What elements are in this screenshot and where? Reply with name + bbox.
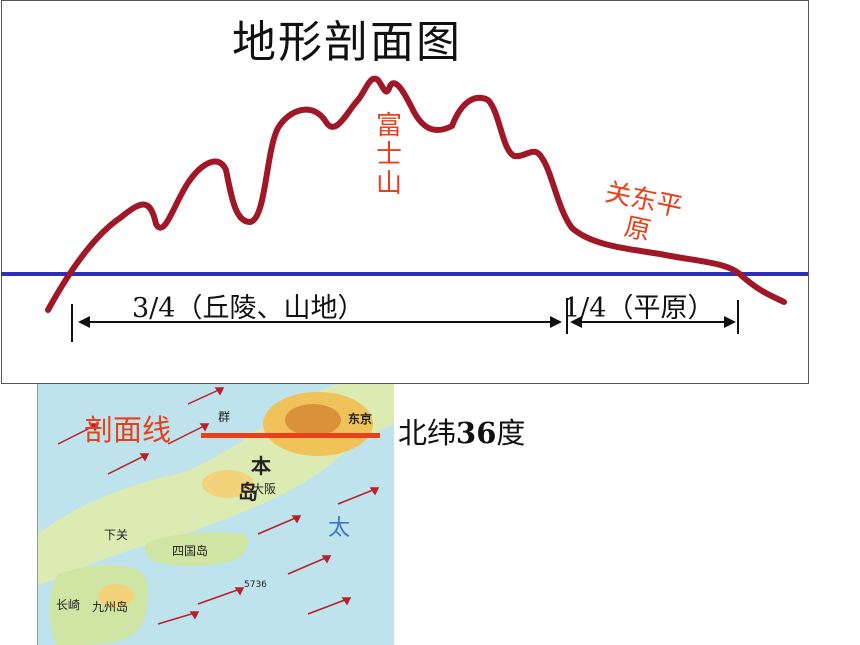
map-label-kyushu: 九州岛 bbox=[92, 600, 129, 614]
map-label-shikoku: 四国岛 bbox=[172, 544, 209, 558]
ocean-current-arrows bbox=[57, 387, 380, 625]
map-label-nagasaki: 长崎 bbox=[56, 598, 81, 612]
map-graphic bbox=[38, 384, 394, 645]
land-kyushu bbox=[49, 565, 149, 645]
highland-kinki bbox=[202, 470, 254, 498]
span-label-plains: 1/4（平原） bbox=[563, 293, 715, 324]
profile-panel bbox=[1, 0, 809, 384]
map-label-depth: 5736 bbox=[244, 580, 267, 590]
page-title: 地形剖面图 bbox=[232, 17, 462, 68]
span-left-arrowhead-start bbox=[78, 316, 90, 328]
section-line-marker bbox=[201, 433, 380, 438]
span-left-arrowhead-end bbox=[550, 316, 562, 328]
profile-diagram bbox=[1, 75, 808, 342]
highland-central-peak bbox=[285, 404, 341, 436]
terrain-profile-curve bbox=[45, 75, 787, 313]
latitude-label: 北纬36度 bbox=[398, 410, 525, 452]
peak-label-fuji: 富士山 bbox=[375, 111, 402, 199]
highland-kyushu bbox=[98, 584, 134, 608]
map-label-tokyo: 东京 bbox=[348, 412, 373, 426]
map-label-honshu-1: 本 bbox=[251, 454, 271, 478]
section-line-label: 剖面线 bbox=[84, 413, 172, 447]
map-label-pacific: 太 bbox=[328, 516, 351, 541]
japan-map-inset: 东京 群 本 岛 大阪 四国岛 下关 九州岛 长崎 太 5736 bbox=[37, 384, 394, 645]
latitude-prefix: 北纬 bbox=[398, 416, 457, 450]
map-label-osaka: 大阪 bbox=[252, 482, 277, 496]
span-right-arrowhead-start bbox=[570, 316, 582, 328]
latitude-value: 36 bbox=[456, 416, 497, 450]
latitude-suffix: 度 bbox=[496, 416, 526, 450]
span-right-arrowhead-end bbox=[724, 316, 736, 328]
map-label-honshu-2: 岛 bbox=[238, 480, 258, 504]
land-shikoku bbox=[144, 532, 249, 567]
map-label-gunma: 群 bbox=[218, 410, 231, 424]
map-label-shimonoseki: 下关 bbox=[104, 528, 129, 542]
span-label-hills-mountains: 3/4（丘陵、山地） bbox=[132, 293, 365, 324]
